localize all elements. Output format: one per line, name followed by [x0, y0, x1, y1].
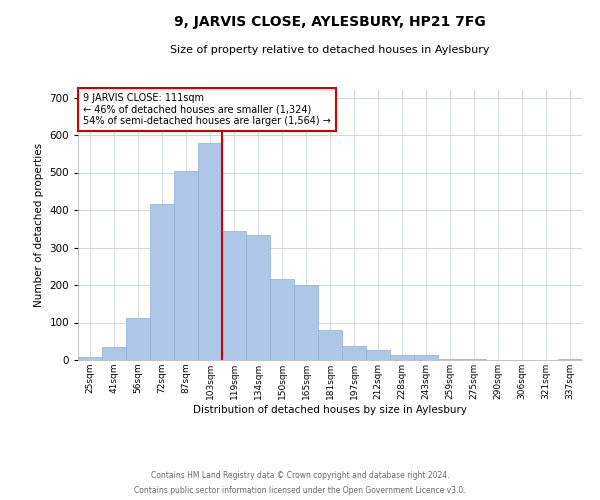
Text: 9, JARVIS CLOSE, AYLESBURY, HP21 7FG: 9, JARVIS CLOSE, AYLESBURY, HP21 7FG — [174, 15, 486, 29]
Bar — [222, 230, 246, 360]
Text: Contains public sector information licensed under the Open Government Licence v3: Contains public sector information licen… — [134, 486, 466, 495]
Bar — [414, 355, 438, 360]
Bar — [174, 170, 198, 360]
Y-axis label: Number of detached properties: Number of detached properties — [34, 143, 44, 307]
Bar — [318, 330, 342, 360]
Bar — [438, 359, 462, 360]
Text: Contains HM Land Registry data © Crown copyright and database right 2024.: Contains HM Land Registry data © Crown c… — [151, 471, 449, 480]
Bar — [198, 143, 222, 360]
Bar — [294, 285, 318, 360]
X-axis label: Distribution of detached houses by size in Aylesbury: Distribution of detached houses by size … — [193, 404, 467, 414]
Bar — [78, 357, 102, 360]
Text: Size of property relative to detached houses in Aylesbury: Size of property relative to detached ho… — [170, 45, 490, 55]
Text: 9 JARVIS CLOSE: 111sqm
← 46% of detached houses are smaller (1,324)
54% of semi-: 9 JARVIS CLOSE: 111sqm ← 46% of detached… — [83, 92, 331, 126]
Bar — [390, 355, 414, 360]
Bar — [366, 350, 390, 360]
Bar — [126, 318, 150, 360]
Bar — [270, 280, 294, 360]
Bar — [342, 346, 366, 360]
Bar — [150, 204, 174, 360]
Bar — [558, 359, 582, 360]
Bar — [462, 359, 486, 360]
Bar — [102, 347, 126, 360]
Bar — [246, 235, 270, 360]
